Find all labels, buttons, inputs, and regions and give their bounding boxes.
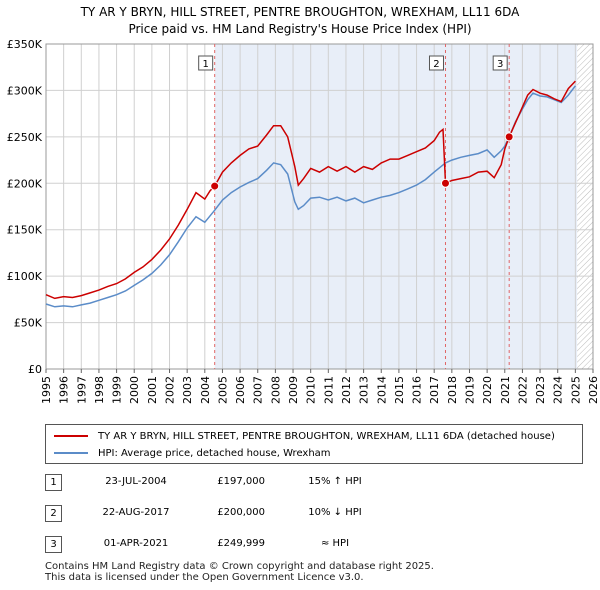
x-tick-label: 1996 [58,376,71,404]
x-tick-label: 1998 [93,376,106,404]
legend-swatch-hpi [54,452,88,454]
sale-1-label-box [198,55,214,71]
x-tick-label: 2008 [269,376,282,404]
x-tick-label: 2000 [128,376,141,404]
plot-frame [45,43,594,370]
footer: Contains HM Land Registry data © Crown c… [45,561,434,583]
x-tick-label: 2017 [428,376,441,404]
legend-swatch-price [54,435,88,437]
x-tick-label: 2007 [252,376,265,404]
x-tick-label: 2022 [516,376,529,404]
x-tick-label: 2004 [199,376,212,404]
x-tick-label: 2001 [146,376,159,404]
sale-date: 22-AUG-2017 [102,507,170,518]
x-tick-label: 2019 [463,376,476,404]
sale-hpi-comparison: 10% ↓ HPI [308,507,362,518]
sale-2-point [440,178,450,188]
chart-title: TY AR Y BRYN, HILL STREET, PENTRE BROUGH… [80,5,520,19]
sale-number: 3 [45,536,62,553]
legend: TY AR Y BRYN, HILL STREET, PENTRE BROUGH… [45,424,583,464]
x-tick-label: 2010 [305,376,318,404]
y-tick-label: £350K [7,38,43,51]
price-series-line [45,80,576,300]
y-tick-label: £200K [7,177,43,190]
forecast-hatched-region [577,44,593,369]
x-tick-label: 2003 [181,376,194,404]
y-tick-label: £100K [7,270,43,283]
x-tick-label: 1997 [75,376,88,404]
sale-row-1: 1 23-JUL-2004 £197,000 15% ↑ HPI [45,474,585,494]
sale-row-3: 3 01-APR-2021 £249,999 ≈ HPI [45,536,585,556]
chart-subtitle: Price paid vs. HM Land Registry's House … [128,22,472,36]
y-tick-label: £150K [7,224,43,237]
sale-row-2: 2 22-AUG-2017 £200,000 10% ↓ HPI [45,505,585,525]
y-tick-label: £250K [7,131,43,144]
x-tick-label: 2009 [287,376,300,404]
x-tick-label: 2015 [393,376,406,404]
legend-label-price: TY AR Y BRYN, HILL STREET, PENTRE BROUGH… [98,430,555,442]
sale-number: 2 [45,505,62,522]
sale-date: 23-JUL-2004 [105,476,167,487]
x-tick-label: 2026 [587,376,600,404]
x-tick-label: 2016 [411,376,424,404]
x-tick-label: 2023 [534,376,547,404]
x-tick-label: 2021 [499,376,512,404]
legend-item-hpi: HPI: Average price, detached house, Wrex… [54,445,331,461]
legend-item-price: TY AR Y BRYN, HILL STREET, PENTRE BROUGH… [54,428,555,444]
sale-price: £200,000 [217,507,265,518]
x-tick-label: 2002 [164,376,177,404]
y-tick-label: £50K [14,317,43,330]
sale-1-label: 1 [203,59,209,70]
sale-3-label-box [492,55,508,71]
sale-3-point [504,132,514,142]
x-tick-label: 1995 [40,376,53,404]
x-tick-label: 2014 [375,376,388,404]
x-tick-label: 2011 [322,376,335,404]
chart-title-block: TY AR Y BRYN, HILL STREET, PENTRE BROUGH… [0,4,600,38]
sale-2-label-box [428,55,444,71]
legend-label-hpi: HPI: Average price, detached house, Wrex… [98,447,331,459]
footer-copyright: Contains HM Land Registry data © Crown c… [45,561,434,572]
sale-price: £197,000 [217,476,265,487]
x-tick-label: 2020 [481,376,494,404]
hpi-series-line [45,85,576,308]
x-tick-label: 2024 [552,376,565,404]
y-tick-label: £300K [7,84,43,97]
sale-3-label: 3 [497,59,503,70]
sale-2-label: 2 [433,59,439,70]
sale-number: 1 [45,474,62,491]
y-tick-label: £0 [28,363,42,376]
sale-date: 01-APR-2021 [103,538,169,549]
price-chart: £0 £50K £100K £150K £200K £250K £300K £350K 1995… [7,38,600,404]
x-tick-label: 2006 [234,376,247,404]
sale-price: £249,999 [217,538,265,549]
sale-1-point [210,181,220,191]
x-tick-label: 2025 [569,376,582,404]
x-tick-label: 2018 [446,376,459,404]
x-tick-label: 2005 [216,376,229,404]
x-tick-label: 1999 [111,376,124,404]
sale-hpi-comparison: 15% ↑ HPI [308,476,362,487]
x-tick-label: 2013 [358,376,371,404]
footer-licence: This data is licensed under the Open Gov… [45,572,364,583]
sale-hpi-comparison: ≈ HPI [320,538,350,549]
x-tick-label: 2012 [340,376,353,404]
